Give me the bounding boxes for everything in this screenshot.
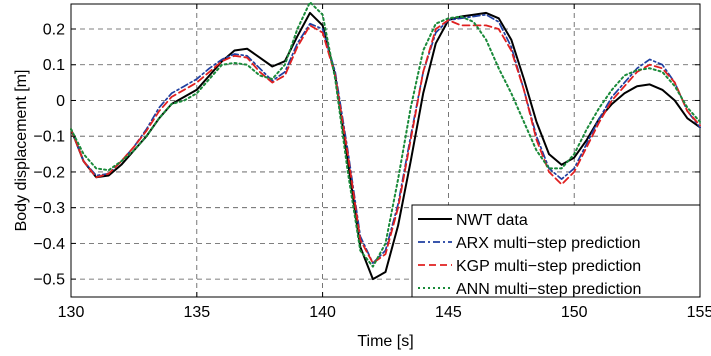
axis-ticks: 130 135 140 145 150 155 −0.5 −0.4 −0.3 −0.2 −0.1 0 0… [33, 4, 711, 321]
series-line-1 [70, 13, 701, 264]
legend-label-0: NWT data [456, 212, 528, 229]
x-tick-label: 140 [309, 304, 336, 321]
legend-box [411, 204, 701, 298]
series-line-3 [70, 1, 701, 268]
series-line-2 [70, 19, 701, 264]
y-tick-label: 0 [56, 93, 65, 110]
y-tick-label: −0.2 [33, 164, 65, 181]
plot-frame [70, 3, 701, 298]
y-tick-label: 0.1 [43, 57, 65, 74]
legend-label-2: KGP multi−step prediction [456, 258, 641, 275]
y-tick-label: −0.3 [33, 200, 65, 217]
x-axis-label: Time [s] [357, 333, 413, 350]
series-group [70, 1, 701, 281]
x-tick-label: 150 [561, 304, 588, 321]
x-tick-label: 135 [183, 304, 210, 321]
x-tick-label: 155 [687, 304, 711, 321]
legend-label-3: ANN multi−step prediction [456, 281, 641, 298]
y-tick-label: 0.2 [43, 22, 65, 39]
y-tick-label: −0.4 [33, 236, 65, 253]
series-line-0 [70, 11, 701, 281]
legend-label-1: ARX multi−step prediction [456, 235, 641, 252]
y-tick-label: −0.1 [33, 129, 65, 146]
y-tick-label: −0.5 [33, 272, 65, 289]
legend: NWT data ARX multi−step prediction KGP mul… [411, 204, 701, 298]
y-axis-label: Body displacement [m] [13, 70, 30, 232]
x-tick-label: 145 [435, 304, 462, 321]
x-tick-label: 130 [58, 304, 85, 321]
